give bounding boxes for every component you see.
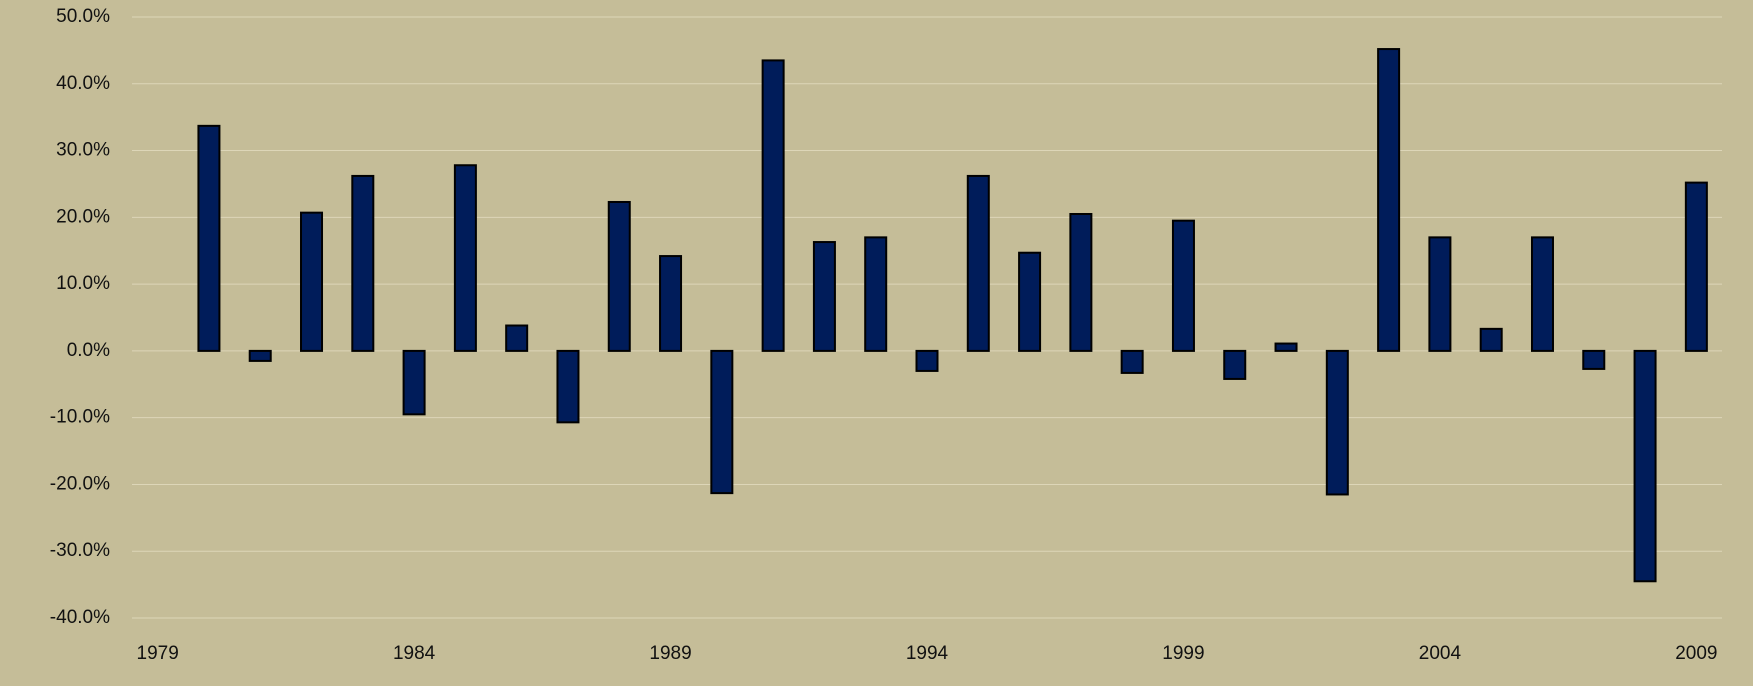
- bar: [1684, 181, 1708, 352]
- x-tick-label: 1989: [649, 643, 691, 664]
- bar: [556, 349, 580, 424]
- bar: [1325, 349, 1349, 496]
- bar: [1120, 349, 1144, 374]
- bar: [1530, 236, 1554, 352]
- x-tick-label: 1994: [906, 643, 949, 664]
- bar: [1479, 327, 1503, 352]
- x-tick-label: 1984: [393, 643, 436, 664]
- bar: [1171, 219, 1195, 352]
- y-tick-label: -20.0%: [50, 473, 110, 494]
- y-tick-label: -30.0%: [50, 540, 110, 561]
- bar: [659, 255, 683, 352]
- y-tick-label: -10.0%: [50, 407, 110, 428]
- bar: [248, 349, 272, 362]
- y-tick-label: 30.0%: [56, 140, 110, 161]
- bar: [607, 200, 631, 352]
- bar: [1582, 349, 1606, 370]
- bar: [1223, 349, 1247, 380]
- x-tick-label: 1999: [1162, 643, 1204, 664]
- y-tick-label: 50.0%: [56, 6, 110, 27]
- bar: [864, 236, 888, 352]
- bar: [812, 241, 836, 352]
- bar: [710, 349, 734, 495]
- x-tick-label: 2004: [1419, 643, 1462, 664]
- bar: [1018, 251, 1042, 352]
- bar: [1377, 48, 1401, 352]
- y-tick-label: 0.0%: [67, 340, 110, 361]
- bar: [915, 349, 939, 372]
- bar: [402, 349, 426, 416]
- bar: [1428, 236, 1452, 352]
- y-tick-label: -40.0%: [50, 607, 110, 628]
- bar: [351, 174, 375, 352]
- bar: [966, 174, 990, 352]
- bar: [1274, 342, 1298, 352]
- bar: [1069, 212, 1093, 352]
- x-tick-label: 1979: [137, 643, 179, 664]
- bar: [761, 59, 785, 352]
- bar: [505, 324, 529, 352]
- x-tick-label: 2009: [1675, 643, 1717, 664]
- bar: [453, 164, 477, 352]
- bar: [197, 124, 221, 352]
- y-tick-label: 20.0%: [56, 206, 110, 227]
- bar: [1633, 349, 1657, 583]
- bar: [300, 211, 324, 352]
- y-tick-label: 10.0%: [56, 273, 110, 294]
- y-tick-label: 40.0%: [56, 73, 110, 94]
